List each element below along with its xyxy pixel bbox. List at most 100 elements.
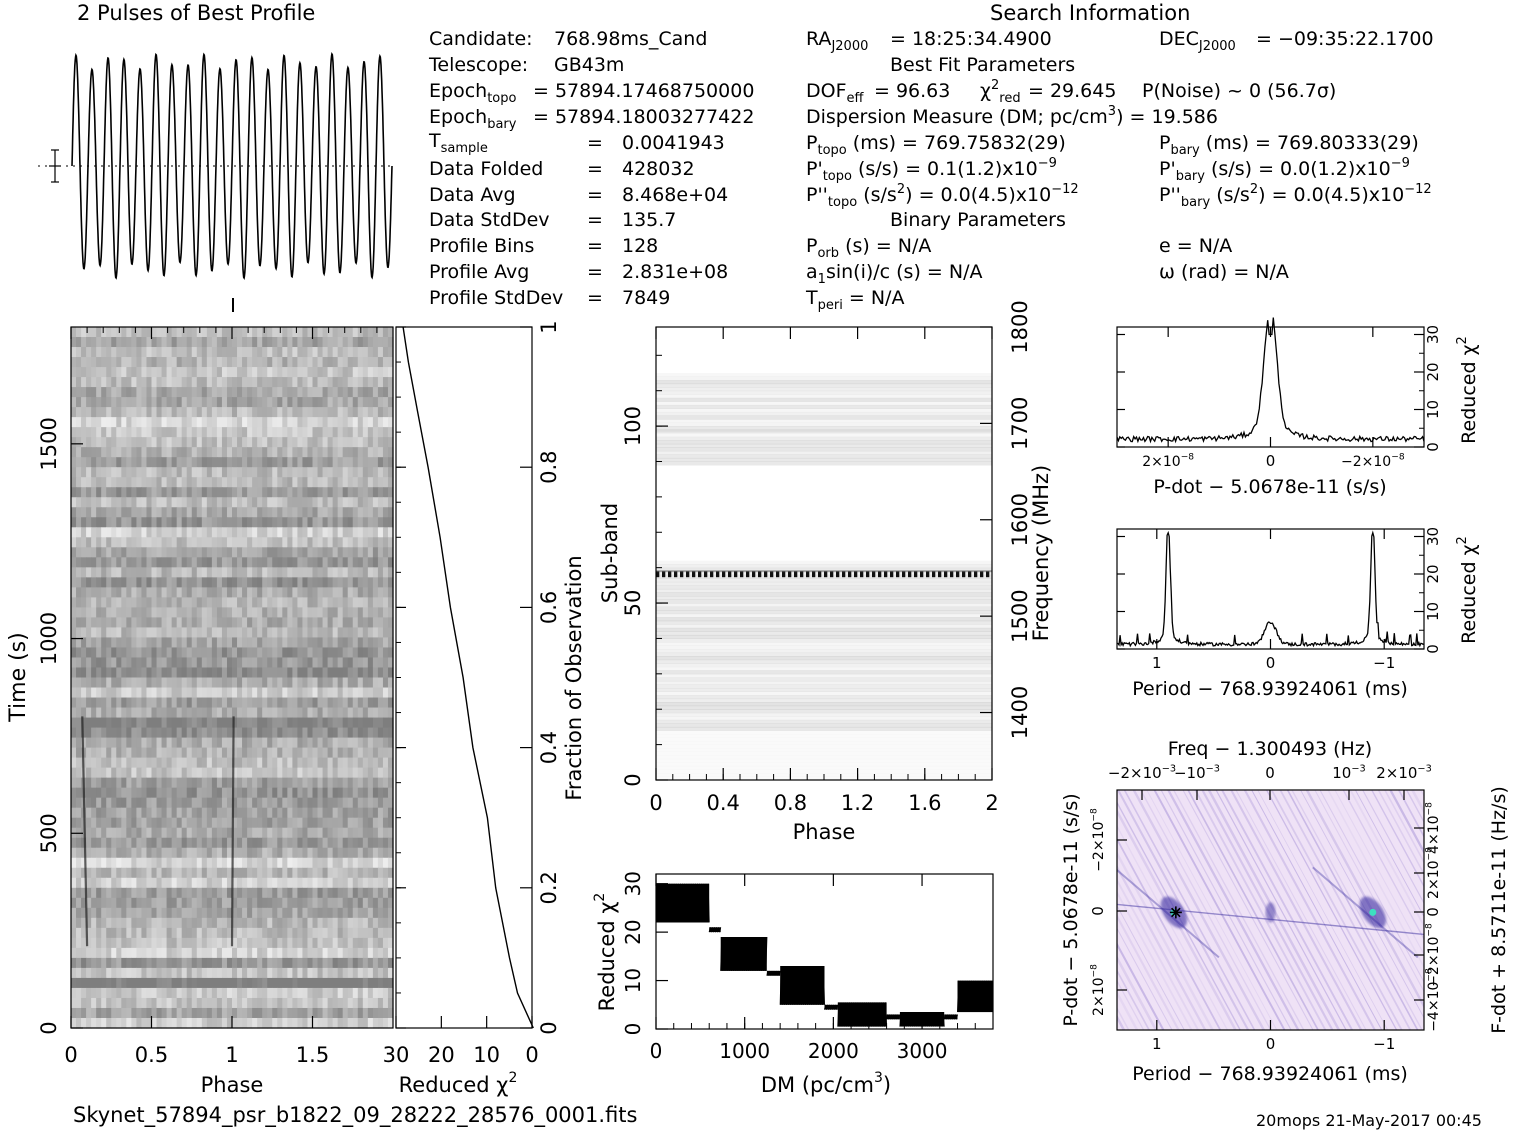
- subband-row: [656, 383, 992, 388]
- time-phase-cell: [226, 527, 233, 538]
- time-phase-cell: [91, 407, 97, 418]
- time-phase-cell: [292, 887, 299, 899]
- time-phase-cell: [282, 817, 288, 829]
- rfi-dash: [656, 571, 660, 578]
- time-phase-cell: [71, 677, 77, 689]
- time-phase-cell: [141, 527, 148, 538]
- time-phase-cell: [282, 327, 288, 338]
- time-phase-cell: [171, 547, 178, 558]
- time-phase-cell: [136, 327, 143, 338]
- time-phase-cell: [181, 727, 188, 739]
- eq: =: [587, 184, 603, 206]
- time-phase-cell: [86, 707, 92, 719]
- time-phase-cell: [247, 717, 253, 729]
- time-phase-cell: [327, 417, 334, 428]
- time-phase-cell: [71, 427, 77, 438]
- time-phase-cell: [221, 477, 228, 488]
- time-phase-cell: [216, 417, 223, 428]
- time-phase-cell: [176, 917, 183, 929]
- time-phase-cell: [262, 497, 268, 508]
- time-phase-cell: [91, 427, 97, 438]
- time-phase-cell: [76, 667, 82, 679]
- time-phase-cell: [186, 467, 193, 478]
- time-phase-cell: [317, 657, 324, 669]
- rfi-dash: [974, 571, 978, 578]
- time-phase-cell: [332, 837, 339, 849]
- time-phase-cell: [362, 517, 369, 528]
- pdot-frame: [1116, 326, 1425, 448]
- time-phase-cell: [352, 347, 359, 358]
- time-phase-cell: [362, 417, 369, 428]
- time-phase-cell: [342, 957, 349, 969]
- time-phase-cell: [96, 677, 102, 689]
- time-phase-cell: [126, 907, 132, 919]
- time-phase-cell: [312, 417, 319, 428]
- time-phase-cell: [201, 327, 208, 338]
- time-phase-cell: [191, 587, 198, 598]
- time-phase-cell: [116, 877, 122, 889]
- time-phase-cell: [317, 987, 324, 999]
- time-phase-cell: [237, 527, 243, 538]
- time-phase-cell: [216, 1017, 223, 1029]
- time-phase-cell: [237, 797, 243, 809]
- time-phase-cell: [347, 977, 354, 989]
- time-phase-cell: [362, 787, 369, 799]
- time-phase-cell: [86, 557, 92, 568]
- time-phase-cell: [171, 417, 178, 428]
- time-phase-cell: [367, 947, 374, 959]
- time-phase-cell: [101, 487, 107, 498]
- time-phase-cell: [151, 337, 158, 348]
- time-phase-cell: [216, 817, 223, 829]
- rfi-dash: [674, 571, 678, 578]
- pdd-topo-exp: −12: [1051, 182, 1079, 197]
- time-phase-cell: [292, 717, 299, 729]
- time-phase-cell: [327, 427, 334, 438]
- time-phase-cell: [297, 967, 304, 979]
- time-phase-cell: [302, 377, 309, 388]
- time-phase-cell: [76, 787, 82, 799]
- time-phase-cell: [292, 857, 299, 869]
- time-phase-cell: [126, 767, 132, 779]
- time-phase-cell: [196, 807, 203, 819]
- time-phase-cell: [221, 357, 228, 368]
- time-phase-cell: [96, 827, 102, 839]
- time-phase-cell: [277, 427, 283, 438]
- time-phase-cell: [262, 487, 268, 498]
- time-phase-cell: [242, 907, 248, 919]
- rfi-dash: [860, 571, 864, 578]
- time-phase-cell: [181, 377, 188, 388]
- time-phase-cell: [287, 897, 293, 909]
- time-phase-cell: [226, 777, 233, 789]
- epoch-bary-label: Epochbary: [429, 106, 517, 132]
- time-phase-cell: [387, 1017, 394, 1029]
- time-phase-cell: [322, 917, 329, 929]
- time-phase-cell: [151, 697, 158, 709]
- time-phase-cell: [161, 527, 168, 538]
- time-phase-cell: [382, 897, 389, 909]
- time-phase-cell: [86, 597, 92, 608]
- time-phase-cell: [377, 537, 384, 548]
- time-phase-cell: [282, 467, 288, 478]
- time-phase-cell: [186, 827, 193, 839]
- time-phase-cell: [277, 647, 283, 659]
- time-phase-cell: [96, 657, 102, 669]
- time-phase-cell: [141, 497, 148, 508]
- subband-row: [656, 588, 992, 593]
- time-phase-cell: [327, 677, 334, 689]
- time-phase-cell: [146, 827, 153, 839]
- time-phase-cell: [151, 547, 158, 558]
- time-phase-cell: [337, 1017, 344, 1029]
- time-phase-cell: [151, 687, 158, 699]
- time-phase-cell: [171, 607, 178, 619]
- time-phase-cell: [382, 507, 389, 518]
- time-phase-cell: [292, 457, 299, 468]
- dof-value: = 96.63: [874, 80, 951, 102]
- time-phase-cell: [71, 957, 77, 969]
- time-phase-cell: [377, 397, 384, 408]
- time-phase-cell: [357, 967, 364, 979]
- time-phase-cell: [362, 527, 369, 538]
- time-phase-cell: [252, 927, 258, 939]
- time-phase-cell: [181, 687, 188, 699]
- time-phase-cell: [272, 977, 278, 989]
